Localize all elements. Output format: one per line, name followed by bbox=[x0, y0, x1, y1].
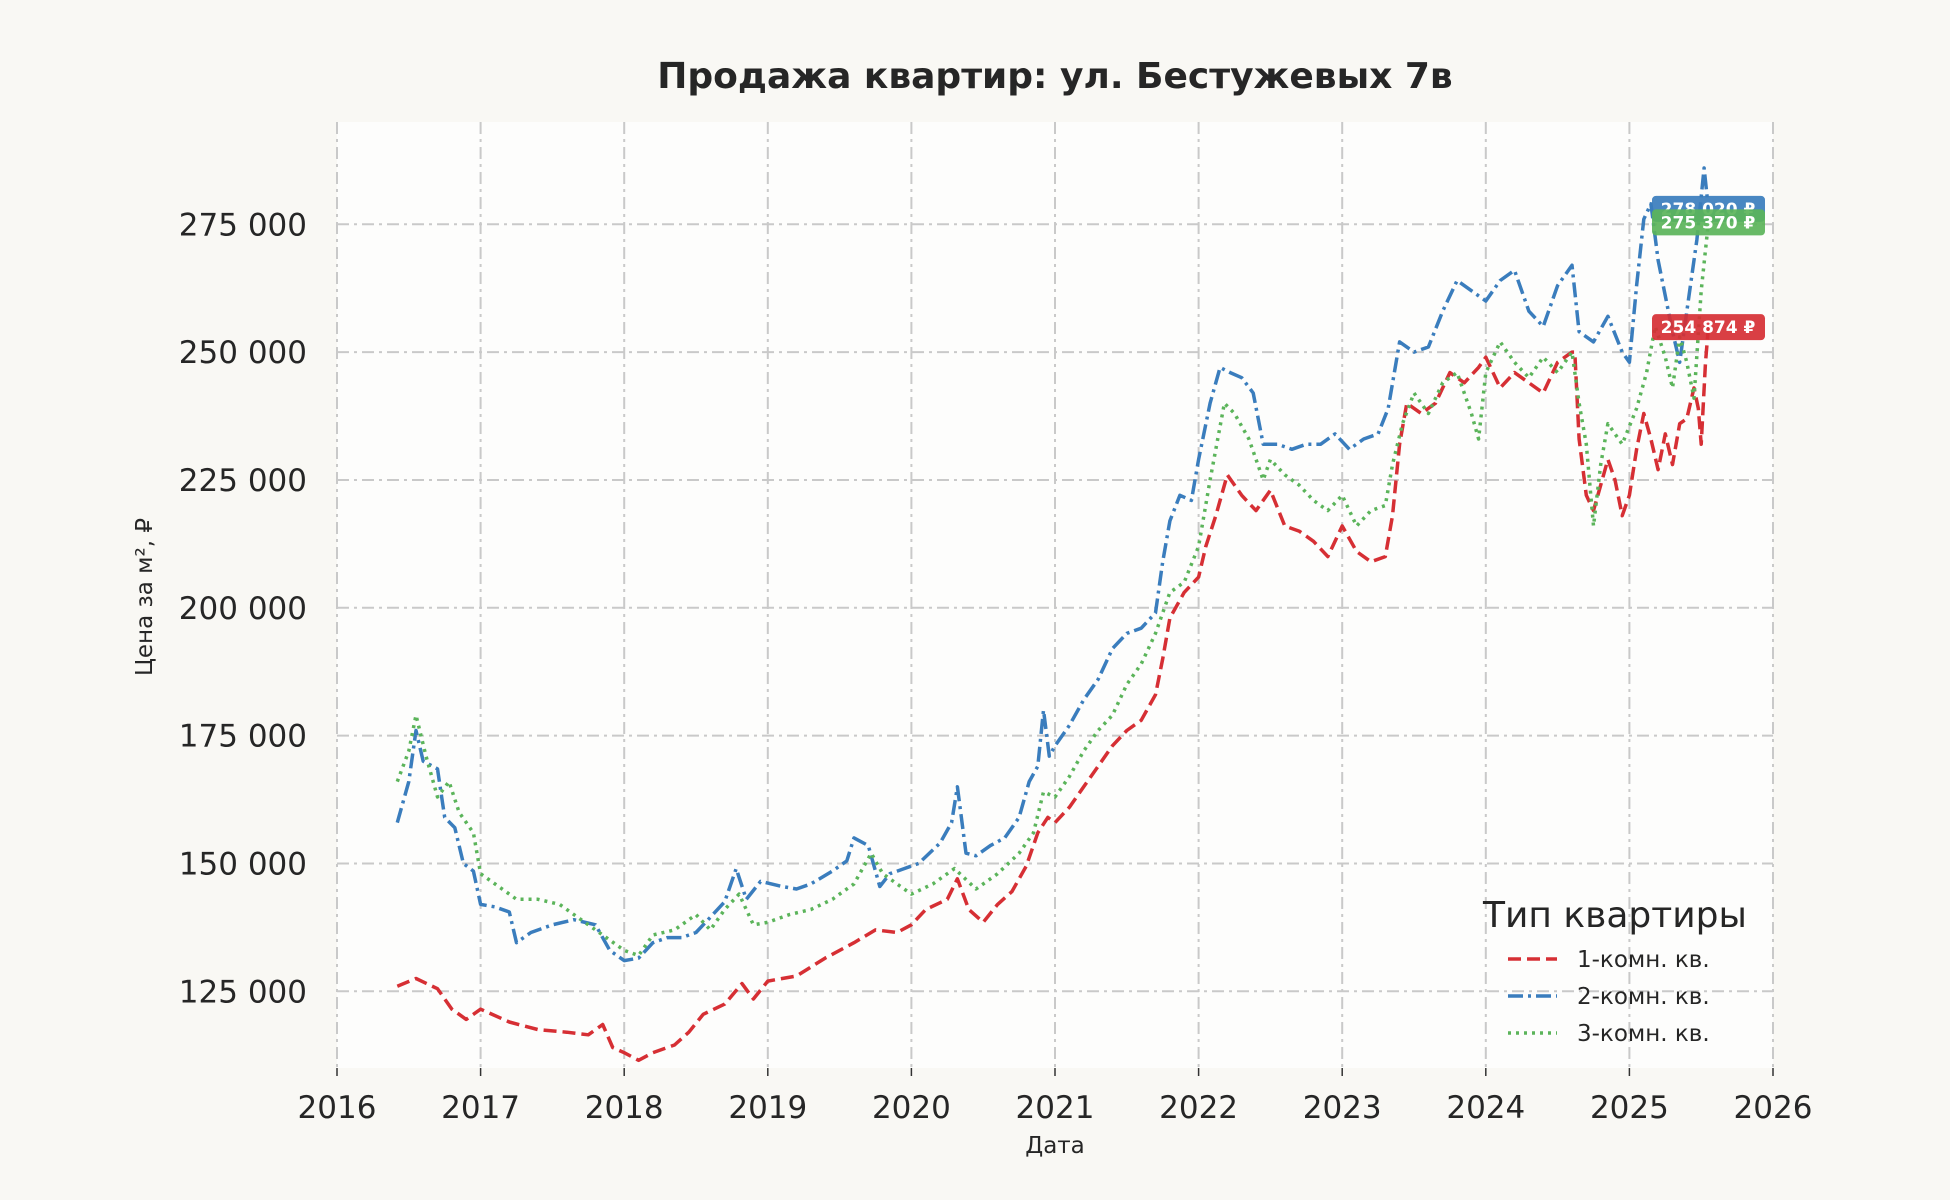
x-tick-label: 2026 bbox=[1734, 1090, 1813, 1126]
x-tick-label: 2022 bbox=[1159, 1090, 1238, 1126]
x-tick-label: 2021 bbox=[1016, 1090, 1095, 1126]
end-label-text: 275 370 ₽ bbox=[1661, 213, 1756, 233]
chart-title: Продажа квартир: ул. Бестужевых 7в bbox=[657, 56, 1452, 97]
y-tick-label: 150 000 bbox=[179, 846, 307, 882]
legend: Тип квартиры 1-комн. кв. 2-комн. кв. 3-ком… bbox=[1482, 895, 1747, 1047]
x-tick-label: 2020 bbox=[872, 1090, 951, 1126]
x-tick-label: 2018 bbox=[585, 1090, 664, 1126]
series-line-2 bbox=[395, 166, 1711, 963]
legend-title: Тип квартиры bbox=[1482, 895, 1747, 936]
legend-label-3: 3-комн. кв. bbox=[1577, 1021, 1710, 1047]
y-tick-label: 225 000 bbox=[179, 463, 307, 499]
legend-items: 1-комн. кв. 2-комн. кв. 3-комн. кв. bbox=[1508, 947, 1710, 1047]
y-axis-ticks: 125 000 150 000 175 000 200 000 225 000 250 0… bbox=[179, 207, 307, 1010]
x-tick-label: 2024 bbox=[1446, 1090, 1525, 1126]
end-label-text: 254 874 ₽ bbox=[1661, 318, 1756, 338]
series-layer bbox=[395, 166, 1711, 1063]
end-value-label-1: 254 874 ₽ bbox=[1652, 314, 1765, 341]
end-label-box bbox=[1652, 209, 1765, 236]
x-axis-label: Дата bbox=[1025, 1133, 1085, 1159]
x-tick-label: 2016 bbox=[298, 1090, 377, 1126]
grid bbox=[336, 122, 1774, 1068]
y-tick-label: 175 000 bbox=[179, 719, 307, 755]
x-tick-label: 2017 bbox=[441, 1090, 520, 1126]
y-axis-label: Цена за м², ₽ bbox=[132, 518, 158, 676]
end-labels: 254 874 ₽278 020 ₽275 370 ₽ bbox=[1652, 195, 1765, 341]
x-tick-label: 2019 bbox=[728, 1090, 807, 1126]
legend-label-1: 1-комн. кв. bbox=[1577, 947, 1710, 973]
end-value-label-3: 275 370 ₽ bbox=[1652, 209, 1765, 236]
x-axis-ticks: 2016 2017 2018 2019 2020 2021 2022 2023 2024 2025… bbox=[298, 1068, 1813, 1126]
x-tick-label: 2025 bbox=[1590, 1090, 1669, 1126]
end-label-box bbox=[1652, 314, 1765, 341]
y-tick-label: 275 000 bbox=[179, 207, 307, 243]
x-tick-label: 2023 bbox=[1303, 1090, 1382, 1126]
legend-label-2: 2-комн. кв. bbox=[1577, 984, 1710, 1010]
y-tick-label: 200 000 bbox=[179, 591, 307, 627]
y-tick-label: 125 000 bbox=[179, 974, 307, 1010]
series-line-1 bbox=[396, 327, 1711, 1063]
y-tick-label: 250 000 bbox=[179, 335, 307, 371]
